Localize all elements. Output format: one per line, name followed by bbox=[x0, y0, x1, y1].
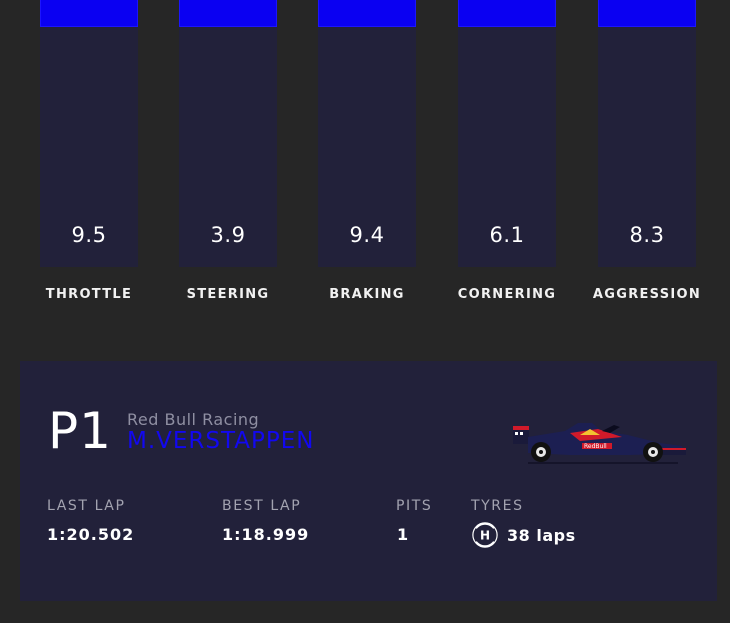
svg-text:RedBull: RedBull bbox=[584, 443, 607, 450]
pits-value: 1 bbox=[397, 525, 410, 544]
bar-value-steering: 3.9 bbox=[210, 223, 246, 247]
best-lap-label: BEST LAP bbox=[222, 498, 302, 514]
bar-fill-cornering bbox=[458, 0, 556, 27]
last-lap-value: 1:20.502 bbox=[47, 525, 135, 544]
bar-label-aggression: AGGRESSION bbox=[592, 287, 702, 302]
tyre-info: H 38 laps bbox=[472, 522, 576, 548]
bar-track bbox=[179, 27, 277, 267]
red-bull-car-icon: RedBull bbox=[513, 423, 686, 464]
bar-track bbox=[598, 27, 696, 267]
driver-name: M.VERSTAPPEN bbox=[127, 428, 315, 454]
bar-fill-braking bbox=[318, 0, 416, 27]
bar-fill-aggression bbox=[598, 0, 696, 27]
last-lap-label: LAST LAP bbox=[47, 498, 126, 514]
bar-value-cornering: 6.1 bbox=[489, 223, 525, 247]
bar-label-braking: BRAKING bbox=[329, 287, 405, 302]
hard-tyre-icon: H bbox=[472, 522, 498, 548]
tyres-label: TYRES bbox=[471, 498, 524, 514]
bar-track bbox=[40, 27, 138, 267]
tyre-laps: 38 laps bbox=[507, 525, 576, 545]
bar-label-throttle: THROTTLE bbox=[45, 287, 133, 302]
bar-fill-throttle bbox=[40, 0, 138, 27]
bar-value-braking: 9.4 bbox=[349, 223, 385, 247]
driver-card[interactable]: P1 Red Bull Racing M.VERSTAPPEN RedBull bbox=[20, 361, 717, 601]
race-position: P1 bbox=[48, 402, 112, 460]
bar-track bbox=[458, 27, 556, 267]
pits-label: PITS bbox=[396, 498, 433, 514]
bar-value-throttle: 9.5 bbox=[71, 223, 107, 247]
bar-fill-steering bbox=[179, 0, 277, 27]
bar-value-aggression: 8.3 bbox=[629, 223, 665, 247]
bar-label-cornering: CORNERING bbox=[457, 287, 557, 302]
bar-label-steering: STEERING bbox=[186, 287, 270, 302]
tyre-compound-letter: H bbox=[480, 529, 490, 543]
bar-track bbox=[318, 27, 416, 267]
best-lap-value: 1:18.999 bbox=[222, 525, 310, 544]
team-name: Red Bull Racing bbox=[127, 410, 260, 429]
